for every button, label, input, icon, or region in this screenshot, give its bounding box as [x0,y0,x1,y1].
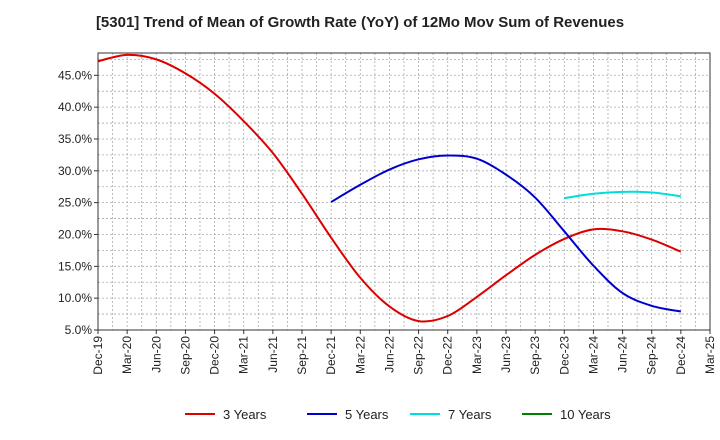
x-tick-label: Sep-20 [178,336,192,375]
x-tick-label: Mar-25 [703,336,717,374]
y-tick-label: 5.0% [65,323,93,337]
series-line-5-years [330,154,682,313]
x-tick-label: Dec-23 [557,336,571,375]
y-tick-label: 15.0% [58,259,92,273]
chart-title: [5301] Trend of Mean of Growth Rate (YoY… [95,14,625,31]
y-tick-label: 20.0% [58,227,92,241]
y-tick-label: 25.0% [58,196,92,210]
y-tick-label: 30.0% [58,164,92,178]
x-tick-label: Sep-21 [295,336,309,375]
series-line-7-years [564,190,681,200]
x-tick-label: Dec-21 [324,336,338,375]
x-tick-label: Sep-24 [645,336,659,375]
y-tick-label: 40.0% [58,100,92,114]
x-tick-label: Jun-22 [382,336,396,373]
x-tick-label: Dec-20 [208,336,222,375]
x-tick-label: Dec-22 [441,336,455,375]
x-tick-label: Mar-23 [470,336,484,374]
plot-border [97,52,711,331]
y-tick-label: 35.0% [58,132,92,146]
x-tick-label: Mar-22 [353,336,367,374]
legend-label-10-years: 10 Years [560,407,611,422]
y-tick-label: 10.0% [58,291,92,305]
x-tick-label: Dec-19 [91,336,105,375]
x-tick-label: Jun-24 [616,336,630,373]
legend-label-3-years: 3 Years [223,407,267,422]
x-tick-label: Sep-23 [528,336,542,375]
x-tick-label: Mar-24 [586,336,600,374]
x-tick-label: Dec-24 [674,336,688,375]
legend-label-5-years: 5 Years [345,407,389,422]
x-tick-label: Mar-20 [120,336,134,374]
x-tick-label: Jun-21 [266,336,280,373]
x-tick-label: Mar-21 [237,336,251,374]
x-tick-label: Jun-23 [499,336,513,373]
series-line-3-years [98,53,682,323]
x-tick-label: Sep-22 [412,336,426,375]
x-tick-label: Jun-20 [149,336,163,373]
y-tick-label: 45.0% [58,68,92,82]
legend-label-7-years: 7 Years [448,407,492,422]
